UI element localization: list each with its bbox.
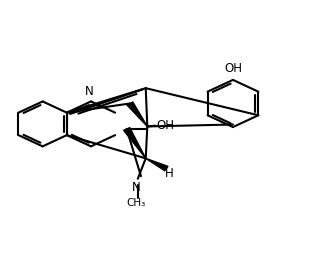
Text: H: H	[165, 167, 174, 180]
Text: CH₃: CH₃	[127, 198, 146, 208]
Text: OH: OH	[224, 62, 242, 75]
Polygon shape	[124, 128, 146, 158]
Text: OH: OH	[157, 119, 175, 132]
Text: N: N	[132, 181, 140, 194]
Polygon shape	[127, 102, 147, 126]
Polygon shape	[146, 158, 168, 171]
Text: N: N	[85, 85, 94, 98]
